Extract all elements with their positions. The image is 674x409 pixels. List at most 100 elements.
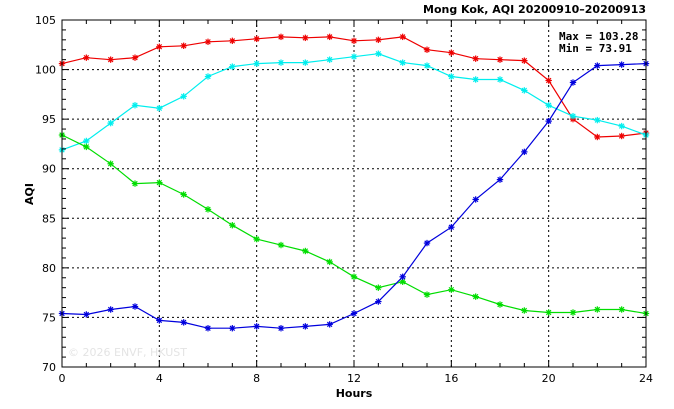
y-tick-label: 95	[42, 113, 56, 126]
data-point	[204, 38, 212, 46]
y-tick-label: 90	[42, 163, 56, 176]
data-point	[302, 323, 309, 330]
x-tick-labels: 0 4 8 12 16 20 24	[59, 372, 654, 385]
data-point	[302, 247, 309, 255]
y-axis-label: AQI	[23, 183, 36, 205]
data-point	[253, 35, 260, 43]
watermark: © 2026 ENVF, HKUST	[68, 346, 187, 359]
data-point	[545, 102, 552, 109]
x-tick-label: 12	[347, 372, 361, 385]
data-point	[496, 56, 504, 63]
series-group	[58, 131, 650, 317]
y-tick-label: 100	[35, 64, 56, 77]
data-point	[277, 33, 285, 41]
data-point	[569, 309, 577, 316]
data-point	[253, 323, 260, 330]
data-point	[350, 310, 358, 317]
data-point	[545, 117, 552, 125]
data-point	[521, 87, 528, 94]
axis-ticks	[61, 19, 647, 368]
data-point	[107, 160, 114, 167]
data-point	[569, 79, 577, 86]
data-point	[448, 286, 455, 293]
data-point	[521, 307, 528, 314]
data-point	[277, 241, 285, 249]
data-point	[131, 303, 139, 310]
data-point	[131, 54, 139, 61]
x-tick-label: 8	[253, 372, 260, 385]
data-point	[253, 235, 260, 243]
data-point	[545, 309, 552, 316]
data-point	[326, 33, 333, 41]
chart-title: Mong Kok, AQI 20200910–20200913	[423, 3, 646, 16]
y-tick-label: 70	[42, 361, 56, 374]
data-point	[326, 258, 333, 266]
data-point	[83, 311, 90, 318]
data-point	[277, 59, 285, 66]
data-point	[131, 180, 139, 187]
y-tick-label: 105	[35, 14, 56, 27]
data-point	[350, 273, 358, 280]
x-tick-label: 4	[156, 372, 163, 385]
data-point	[253, 60, 260, 67]
data-point	[545, 77, 552, 84]
x-tick-label: 16	[444, 372, 458, 385]
x-tick-label: 20	[542, 372, 556, 385]
y-tick-labels: 70 75 80 85 90 95 100 105	[35, 14, 56, 374]
data-point	[594, 62, 601, 69]
data-point	[302, 34, 309, 42]
data-point	[204, 325, 212, 332]
data-point	[131, 102, 139, 109]
y-tick-label: 85	[42, 212, 56, 225]
data-point	[326, 321, 333, 328]
data-point	[472, 196, 479, 203]
data-point	[521, 148, 528, 156]
x-axis-label: Hours	[336, 387, 373, 400]
data-point	[448, 224, 455, 231]
data-point	[423, 239, 431, 247]
y-tick-label: 80	[42, 262, 56, 275]
data-point	[423, 291, 431, 298]
data-point	[423, 46, 431, 53]
data-point	[375, 50, 382, 57]
data-point	[107, 56, 114, 63]
watermark-layer: © 2026 ENVF, HKUST	[68, 346, 187, 359]
data-point	[107, 119, 114, 127]
data-point	[569, 112, 577, 120]
data-point	[229, 222, 236, 229]
data-point	[375, 298, 382, 305]
data-point	[375, 284, 382, 291]
data-point	[594, 306, 601, 313]
data-point	[618, 132, 625, 140]
data-point	[326, 56, 333, 63]
series-group	[58, 50, 650, 154]
data-point	[423, 62, 431, 69]
data-point	[375, 36, 382, 44]
x-tick-label: 0	[59, 372, 66, 385]
data-point	[496, 301, 504, 308]
data-point	[180, 319, 187, 326]
data-point	[180, 93, 187, 100]
data-point	[496, 76, 504, 83]
data-point	[618, 306, 625, 313]
data-point	[496, 176, 504, 183]
data-point	[229, 63, 236, 70]
series-layer	[58, 33, 650, 332]
series-group	[58, 60, 650, 332]
data-point	[448, 73, 455, 80]
data-point	[521, 57, 528, 64]
max-stat: Max = 103.28	[559, 30, 638, 43]
data-point	[204, 73, 212, 80]
data-point	[204, 206, 212, 213]
data-point	[180, 42, 187, 49]
data-point	[107, 306, 114, 313]
data-point	[618, 122, 625, 130]
data-point	[594, 116, 601, 124]
data-point	[229, 325, 236, 332]
series-group	[58, 33, 650, 141]
y-tick-label: 75	[42, 311, 56, 324]
min-stat: Min = 73.91	[559, 42, 632, 55]
data-point	[83, 143, 90, 151]
data-point	[399, 273, 406, 280]
